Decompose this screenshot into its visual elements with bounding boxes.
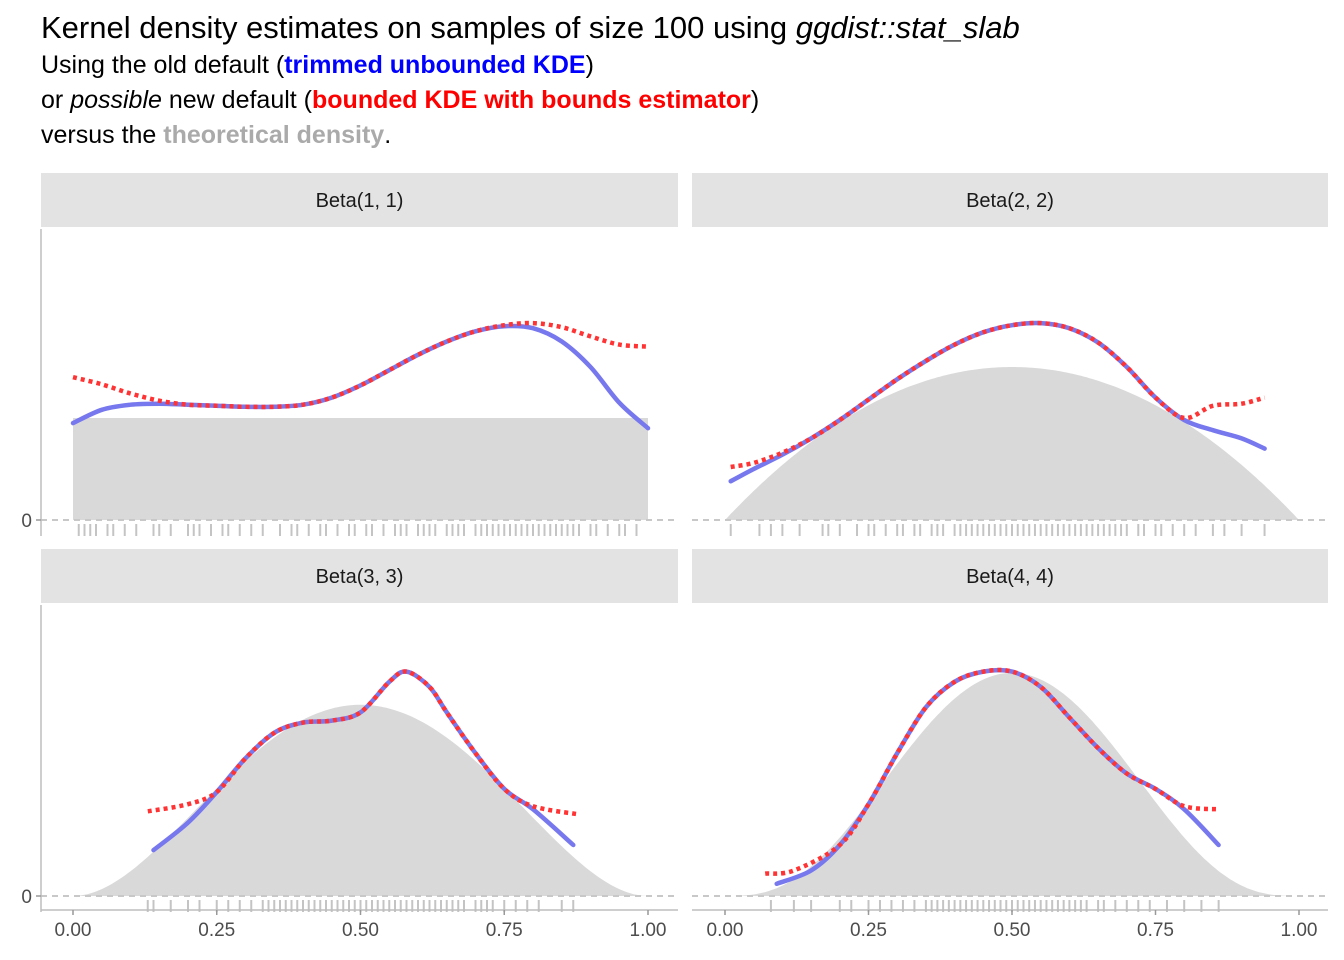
subtitle-emphasis: possible bbox=[70, 86, 162, 114]
x-tick-label: 1.00 bbox=[630, 920, 667, 941]
subtitle-line-3: versus the theoretical density. bbox=[41, 118, 1020, 153]
bounded-kde-line bbox=[72, 320, 649, 410]
facet-strip-label: Beta(3, 3) bbox=[316, 566, 404, 588]
x-tick-label: 0.75 bbox=[486, 920, 523, 941]
trimmed-kde-line bbox=[70, 323, 651, 431]
x-tick-label: 1.00 bbox=[1281, 920, 1318, 941]
y-tick-label: 0 bbox=[21, 511, 32, 532]
title-package: ggdist::stat_slab bbox=[795, 10, 1020, 45]
facet-panel: Beta(4, 4) 0.00 0.25 0.50 0.75 1.00 bbox=[692, 549, 1328, 941]
legend-bounded-label: bounded KDE with bounds estimator bbox=[312, 86, 751, 114]
subtitle-text: ) bbox=[585, 51, 594, 79]
x-tick-label: 0.75 bbox=[1137, 920, 1174, 941]
theoretical-density-area bbox=[73, 418, 648, 520]
facet-strip bbox=[41, 549, 678, 603]
x-tick-label: 0.00 bbox=[707, 920, 744, 941]
facet-panel: Beta(1, 1) 0 bbox=[21, 173, 678, 536]
x-tick-label: 0.25 bbox=[850, 920, 887, 941]
bounded-kde-line bbox=[147, 669, 580, 817]
subtitle-text: Using the old default ( bbox=[41, 51, 285, 79]
legend-trimmed-label: trimmed unbounded KDE bbox=[284, 51, 586, 79]
subtitle-text: new default ( bbox=[161, 86, 313, 114]
y-tick-label: 0 bbox=[21, 887, 32, 908]
facet-panel: Beta(3, 3) 0 0.00 0.25 0.50 0.75 1.00 bbox=[21, 549, 678, 941]
facet-panel: Beta(2, 2) bbox=[692, 173, 1328, 536]
subtitle-text: . bbox=[384, 121, 392, 149]
bounded-kde-line bbox=[764, 667, 1219, 876]
bounded-kde-line bbox=[730, 320, 1266, 470]
facet-strip-label: Beta(1, 1) bbox=[316, 190, 404, 212]
theoretical-density-area bbox=[73, 704, 648, 896]
facet-strip-label: Beta(2, 2) bbox=[966, 190, 1054, 212]
chart-titles: Kernel density estimates on samples of s… bbox=[41, 8, 1020, 153]
theoretical-density-area bbox=[725, 367, 1299, 520]
subtitle-line-1: Using the old default (trimmed unbounded… bbox=[41, 48, 1020, 83]
facet-strip bbox=[692, 549, 1328, 603]
chart-title: Kernel density estimates on samples of s… bbox=[41, 8, 1020, 48]
subtitle-line-2: or possible new default (bounded KDE wit… bbox=[41, 83, 1020, 118]
theoretical-density-area bbox=[725, 672, 1299, 896]
facet-strip bbox=[692, 173, 1328, 227]
x-tick-label: 0.50 bbox=[994, 920, 1031, 941]
facet-strip bbox=[41, 173, 678, 227]
subtitle-text: ) bbox=[750, 86, 760, 114]
subtitle-text: or bbox=[41, 86, 71, 114]
x-tick-label: 0.00 bbox=[55, 920, 92, 941]
x-tick-label: 0.25 bbox=[198, 920, 235, 941]
x-tick-label: 0.50 bbox=[342, 920, 379, 941]
legend-theoretical-label: theoretical density bbox=[163, 121, 385, 149]
title-main: Kernel density estimates on samples of s… bbox=[41, 10, 796, 45]
subtitle-text: versus the bbox=[41, 121, 164, 149]
facet-strip-label: Beta(4, 4) bbox=[966, 566, 1054, 588]
